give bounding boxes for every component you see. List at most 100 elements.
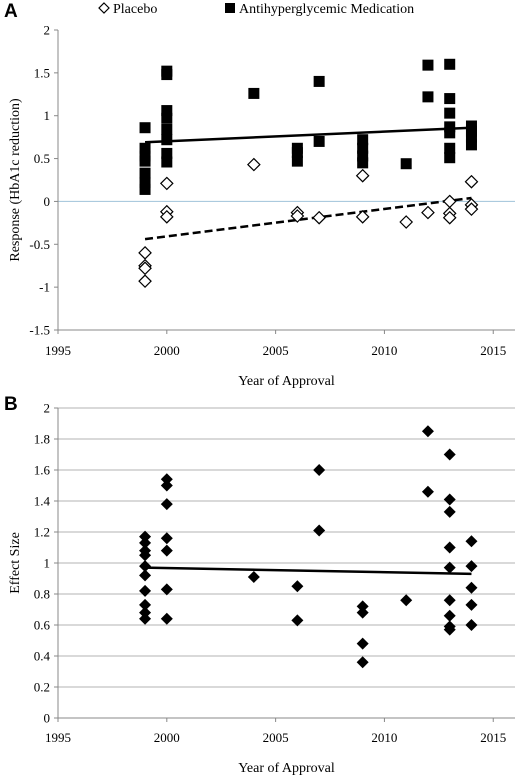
panel-a-point-medication bbox=[357, 134, 369, 146]
panel-a-y-tick-label: 0 bbox=[44, 194, 51, 209]
panel-a-x-tick-label: 2015 bbox=[480, 343, 506, 358]
panel-a-point-medication bbox=[161, 112, 173, 124]
panel-a-trend-line-1 bbox=[144, 126, 472, 144]
panel-a-point-medication bbox=[161, 134, 173, 146]
panel-b-point-effect-size bbox=[139, 549, 152, 562]
panel-b-point-effect-size bbox=[160, 532, 173, 545]
panel-a-point-placebo bbox=[138, 246, 152, 260]
panel-a-point-medication bbox=[161, 105, 173, 117]
panel-a-point-medication bbox=[161, 147, 173, 159]
panel-a-point-medication bbox=[444, 107, 456, 119]
panel-letter-b: B bbox=[4, 394, 18, 415]
panel-a-y-tick-label: 0.5 bbox=[34, 151, 50, 166]
panel-a-point-placebo bbox=[355, 168, 370, 183]
panel-a-legend-marker-placebo bbox=[98, 2, 110, 14]
panel-a-point-medication bbox=[465, 139, 477, 151]
panel-a-point-medication bbox=[357, 142, 369, 154]
panel-a-point-medication bbox=[291, 155, 303, 167]
panel-a-y-tick-label: -1 bbox=[39, 280, 50, 295]
panel-a-point-medication bbox=[400, 158, 412, 170]
panel-b-point-effect-size bbox=[139, 560, 152, 573]
panel-b-y-axis-title: Effect Size bbox=[8, 532, 23, 594]
panel-b-point-effect-size bbox=[465, 560, 478, 573]
panel-a-point-placebo bbox=[312, 210, 326, 225]
panel-a-point-medication bbox=[444, 127, 456, 139]
panel-b-point-effect-size bbox=[160, 544, 173, 557]
panel-a-point-medication bbox=[313, 75, 325, 87]
panel-a-point-placebo bbox=[138, 274, 152, 288]
panel-b-y-tick-label: 0 bbox=[44, 711, 51, 726]
panel-a-y-tick-label: -0.5 bbox=[29, 237, 50, 252]
panel-b-point-effect-size bbox=[443, 594, 456, 607]
panel-a-point-medication bbox=[444, 58, 456, 70]
panel-a-point-placebo bbox=[138, 261, 152, 276]
panel-a-point-placebo bbox=[355, 210, 370, 224]
panel-a-point-medication bbox=[139, 177, 151, 189]
panel-a-point-medication bbox=[161, 123, 173, 135]
panel-a-y-tick-label: 1 bbox=[44, 108, 51, 123]
panel-b-point-effect-size bbox=[443, 541, 456, 554]
panel-b-point-effect-size bbox=[160, 479, 173, 492]
panel-a-point-medication bbox=[357, 150, 369, 162]
panel-a-y-tick-label: -1.5 bbox=[29, 323, 50, 338]
panel-b-point-effect-size bbox=[291, 614, 304, 627]
panel-b-y-tick-label: 1.2 bbox=[34, 525, 50, 540]
panel-b-point-effect-size bbox=[421, 425, 434, 438]
panel-b-point-effect-size bbox=[313, 464, 326, 476]
panel-b-y-tick-label: 0.8 bbox=[34, 587, 50, 602]
panel-b-x-tick-label: 2000 bbox=[154, 730, 180, 745]
panel-b-y-tick-label: 1.4 bbox=[34, 494, 51, 509]
panel-b-y-tick-label: 1.8 bbox=[34, 432, 50, 447]
panel-a-point-placebo bbox=[399, 215, 414, 229]
panel-a-trend-line-0 bbox=[144, 196, 472, 241]
panel-a-point-placebo bbox=[464, 174, 479, 189]
panel-a-point-medication bbox=[444, 93, 456, 105]
panel-b-point-effect-size bbox=[313, 524, 326, 537]
panel-b-point-effect-size bbox=[139, 584, 152, 597]
panel-b-point-effect-size bbox=[443, 623, 456, 636]
panel-b-x-tick-label: 1995 bbox=[45, 730, 71, 745]
panel-a-chart: -1.5 -1 -0.5 0 0.5 1 1.5 2 1995 2000 2005 2010 2015 Y… bbox=[8, 2, 515, 389]
panel-a-point-medication bbox=[139, 167, 151, 179]
panel-a-y-tick-label: 1.5 bbox=[34, 65, 50, 80]
panel-a-x-tick-label: 2005 bbox=[263, 343, 289, 358]
panel-a-point-medication bbox=[313, 135, 325, 147]
panel-b-point-effect-size bbox=[160, 498, 173, 511]
panel-b-point-effect-size bbox=[291, 580, 304, 593]
panel-a-x-tick-label: 1995 bbox=[45, 343, 71, 358]
panel-b-point-effect-size bbox=[443, 493, 456, 506]
panel-b-x-axis-title: Year of Approval bbox=[238, 761, 335, 776]
panel-a-point-placebo bbox=[464, 202, 479, 216]
panel-b-chart: 0 0.2 0.4 0.6 0.8 1 1.2 1.4 1.6 1.8 2 1995 2000 2005 2… bbox=[8, 401, 515, 776]
panel-a-point-placebo bbox=[421, 205, 435, 220]
panel-a-point-placebo bbox=[442, 194, 457, 209]
panel-letter-a: A bbox=[4, 1, 18, 22]
panel-a-point-medication bbox=[444, 142, 456, 154]
panel-b-point-effect-size bbox=[443, 609, 456, 622]
panel-a-point-medication bbox=[465, 125, 477, 137]
panel-b-x-tick-label: 2010 bbox=[371, 730, 397, 745]
panel-b-point-effect-size bbox=[465, 598, 478, 611]
panel-b-point-effect-size bbox=[139, 598, 152, 611]
panel-a-x-axis-title: Year of Approval bbox=[238, 374, 335, 389]
panel-a-point-medication bbox=[357, 157, 369, 169]
panel-b-y-tick-label: 0.6 bbox=[34, 618, 51, 633]
panel-a-point-medication bbox=[422, 91, 434, 103]
panel-b-point-effect-size bbox=[443, 448, 456, 461]
panel-b-point-effect-size bbox=[160, 612, 173, 625]
panel-a-x-tick-label: 2010 bbox=[371, 343, 397, 358]
panel-a-point-medication bbox=[161, 69, 173, 81]
panel-b-point-effect-size bbox=[465, 619, 478, 631]
panel-b-point-effect-size bbox=[139, 569, 152, 582]
panel-a-y-axis-title: Response (HbA1c reduction) bbox=[8, 98, 23, 262]
panel-a-point-placebo bbox=[290, 209, 305, 223]
panel-b-point-effect-size bbox=[139, 530, 152, 543]
panel-b-y-tick-label: 1 bbox=[44, 556, 51, 571]
panel-b-point-effect-size bbox=[356, 606, 369, 619]
panel-a-point-medication bbox=[444, 121, 456, 133]
panel-a-point-medication bbox=[161, 156, 173, 168]
panel-b-point-effect-size bbox=[356, 600, 369, 613]
panel-b-point-effect-size bbox=[139, 606, 152, 619]
panel-b-point-effect-size bbox=[139, 612, 152, 625]
